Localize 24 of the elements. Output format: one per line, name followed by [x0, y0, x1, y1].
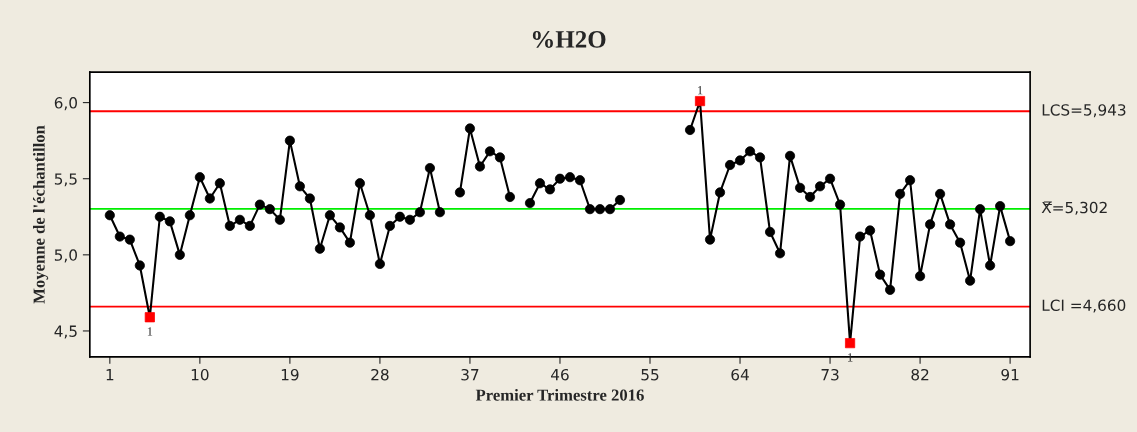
y-tick-label: 4,5	[54, 325, 77, 339]
x-tick-label: 46	[551, 368, 569, 381]
y-tick-label: 5,0	[54, 249, 77, 263]
x-tick-label: 19	[281, 368, 299, 381]
ref-line-label: X̿=5,302	[1041, 201, 1107, 215]
x-tick-label: 10	[191, 368, 209, 381]
annotation: 1	[848, 353, 853, 362]
annotation: 1	[147, 327, 153, 336]
x-tick-label: 37	[461, 368, 479, 381]
y-tick-label: 6,0	[54, 97, 77, 111]
x-tick-label: 28	[371, 368, 389, 381]
x-tick-label: 55	[641, 369, 659, 381]
x-axis-title: Premier Trimestre 2016	[475, 388, 644, 401]
ref-line-label: LCI =4,660	[1042, 299, 1126, 313]
annotation: 1	[697, 86, 703, 95]
x-tick-label: 91	[1001, 368, 1019, 381]
x-tick-label: 82	[911, 368, 929, 381]
x-tick-label: 1	[106, 369, 114, 381]
x-tick-label: 64	[731, 368, 749, 381]
y-tick-label: 5,5	[54, 173, 77, 187]
ref-line-label: LCS=5,943	[1042, 104, 1126, 118]
chart-title: %H2O	[532, 30, 606, 48]
x-tick-label: 73	[821, 368, 839, 381]
y-axis-title: Moyenne de l'échantillon	[32, 125, 49, 304]
